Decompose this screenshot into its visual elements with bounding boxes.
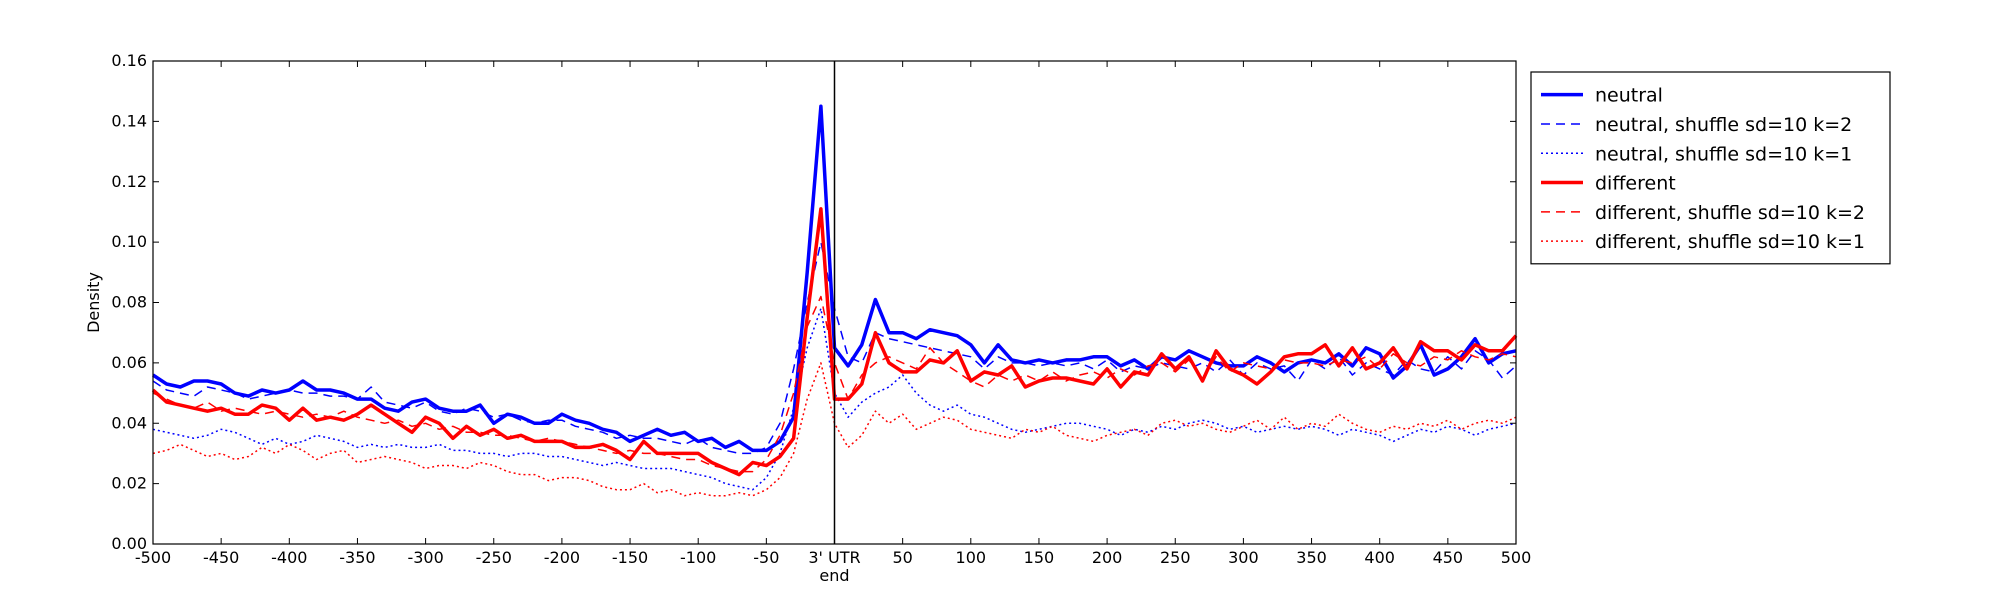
x-tick-label: -50	[753, 548, 779, 567]
series-line-neutral-shuffle-sd-10-k-1	[152, 307, 1517, 491]
y-tick-label: 0.10	[111, 232, 147, 251]
x-tick-label: 50	[892, 548, 912, 567]
legend-label-different-shuffle-sd-10-k-1: different, shuffle sd=10 k=1	[1595, 231, 1865, 253]
y-tick-label: 0.00	[111, 534, 147, 553]
x-tick-label: 450	[1433, 548, 1464, 567]
x-tick-label: -450	[203, 548, 239, 567]
x-tick-label: -300	[407, 548, 443, 567]
legend: neutral neutral, shuffle sd=10 k=2 neutral…	[1530, 71, 1891, 265]
x-tick-label: -500	[135, 548, 171, 567]
x-tick-label: 250	[1160, 548, 1191, 567]
x-tick-label: 200	[1092, 548, 1123, 567]
x-tick-label: 350	[1296, 548, 1327, 567]
series-line-different-shuffle-sd-10-k-1	[152, 362, 1517, 497]
y-axis-label: Density	[84, 272, 103, 333]
x-tick-label: -200	[544, 548, 580, 567]
x-tick-label: -150	[612, 548, 648, 567]
y-tick-label: 0.04	[111, 413, 147, 432]
x-tick-label: 500	[1501, 548, 1532, 567]
legend-label-neutral-shuffle-sd-10-k-1: neutral, shuffle sd=10 k=1	[1595, 143, 1852, 165]
legend-label-neutral-shuffle-sd-10-k-2: neutral, shuffle sd=10 k=2	[1595, 114, 1852, 136]
y-tick-label: 0.06	[111, 353, 147, 372]
legend-frame	[1530, 71, 1891, 265]
x-tick-label: -250	[476, 548, 512, 567]
y-tick-label: 0.16	[111, 51, 147, 70]
y-tick-label: 0.12	[111, 172, 147, 191]
y-tick-label: 0.08	[111, 293, 147, 312]
x-tick-label: -100	[680, 548, 716, 567]
legend-label-neutral: neutral	[1595, 85, 1663, 107]
x-axis-label: end	[819, 566, 849, 585]
legend-label-different: different	[1595, 173, 1676, 195]
y-tick-label: 0.14	[111, 111, 147, 130]
x-tick-label: 300	[1228, 548, 1259, 567]
axes: -500 -450 -400 -350 -300 -250 -200 -150 -100 -50 3…	[111, 51, 1531, 567]
x-tick-label: -350	[339, 548, 375, 567]
x-tick-label: -400	[271, 548, 307, 567]
x-tick-label: 400	[1364, 548, 1395, 567]
x-tick-label: 100	[956, 548, 987, 567]
legend-label-different-shuffle-sd-10-k-2: different, shuffle sd=10 k=2	[1595, 202, 1865, 224]
y-tick-label: 0.02	[111, 474, 147, 493]
series-line-different-shuffle-sd-10-k-2	[152, 295, 1517, 473]
x-tick-label: 3' UTR	[808, 548, 860, 567]
x-tick-label: 150	[1024, 548, 1055, 567]
